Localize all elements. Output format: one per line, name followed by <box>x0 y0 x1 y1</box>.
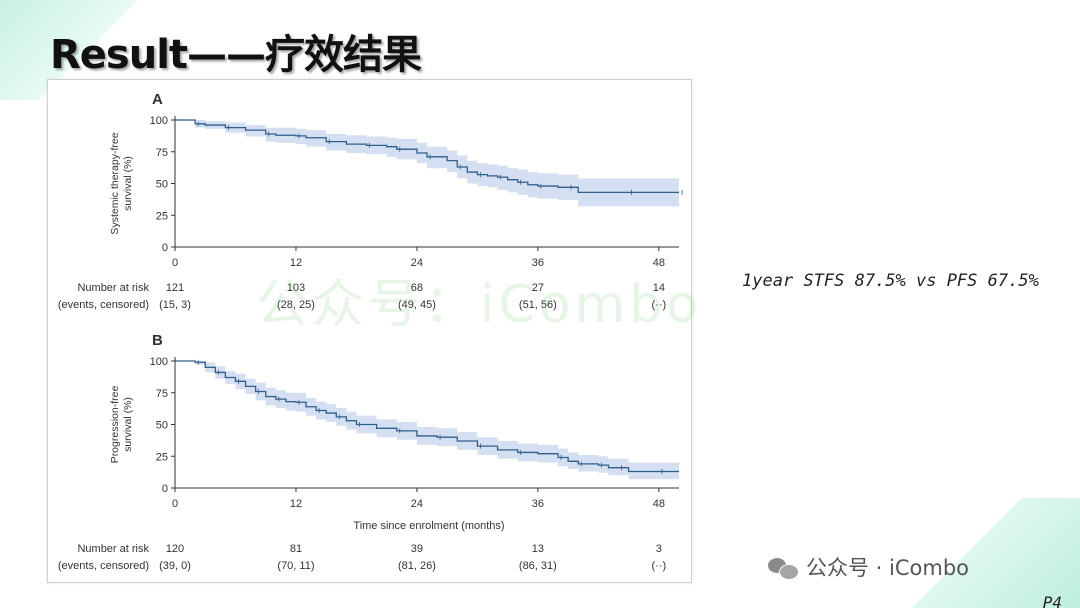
panel-a-at-risk-value: 27 <box>532 282 544 294</box>
panel-b-events-value: (39, 0) <box>159 560 191 572</box>
panel-a-ylabel-line-1: Systemic therapy-free <box>109 132 121 234</box>
panel-a-y-tick-label: 100 <box>150 115 168 127</box>
panel-b-x-axis-label: Time since enrolment (months) <box>353 520 504 532</box>
panel-a-at-risk-value: 68 <box>411 282 423 294</box>
panel-b-x-tick-label: 0 <box>172 498 178 510</box>
panel-b-x-tick-label: 12 <box>290 498 302 510</box>
page-number: P4 <box>1042 593 1062 612</box>
panel-a-ylabel-line-2: survival (%) <box>122 156 134 211</box>
brand-footer: 公众号 · iCombo <box>768 552 969 582</box>
km-figure: A Systemic therapy-free survival (%) 0 25 50 7… <box>47 79 692 583</box>
panel-b-risk-label: Number at risk <box>77 543 149 555</box>
panel-b-at-risk-value: 81 <box>290 543 302 555</box>
panel-b-events-value: (70, 11) <box>277 560 314 572</box>
wechat-icon <box>768 556 799 580</box>
panel-a-at-risk-value: 121 <box>166 282 184 294</box>
panel-b-risk-sublabel: (events, censored) <box>58 560 149 572</box>
panel-a-y-tick-label: 25 <box>156 210 168 222</box>
panel-a-survival-curve-0 <box>175 119 679 194</box>
panel-b-y-tick-label: 100 <box>150 356 168 368</box>
summary-annotation: 1year STFS 87.5% vs PFS 67.5% <box>742 271 1039 291</box>
panel-a-risk-sublabel: (events, censored) <box>58 299 149 311</box>
panel-a-events-value: (··) <box>652 299 667 311</box>
brand-label: 公众号 · iCombo <box>806 556 970 580</box>
panel-a-risk-label: Number at risk <box>77 282 149 294</box>
panel-a-at-risk-value: 103 <box>287 282 305 294</box>
corner-decoration-bottom-right <box>820 498 1080 608</box>
panel-b-y-tick-label: 75 <box>156 388 168 400</box>
panel-a-x-tick-label: 48 <box>653 257 665 269</box>
panel-a-events-value: (49, 45) <box>398 299 436 311</box>
panel-b-x-tick-label: 48 <box>653 498 665 510</box>
panel-a-events-value: (28, 25) <box>277 299 315 311</box>
panel-a-x-tick-label: 0 <box>172 257 178 269</box>
panel-b-survival-curve-0 <box>175 360 679 473</box>
panel-a-label: A <box>152 91 163 108</box>
panel-a-at-risk-value: 14 <box>653 282 665 294</box>
panel-a-x-tick-label: 24 <box>411 257 423 269</box>
panel-b-ylabel-line-2: survival (%) <box>122 397 134 452</box>
panel-a-events-value: (51, 56) <box>519 299 557 311</box>
panel-b-events-value: (81, 26) <box>398 560 436 572</box>
panel-a-y-tick-label: 50 <box>156 179 168 191</box>
panel-b-x-tick-label: 24 <box>411 498 423 510</box>
panel-a-ci-band-0 <box>175 120 679 207</box>
panel-b-y-tick-label: 0 <box>162 483 168 495</box>
panel-b-ylabel-line-1: Progression-free <box>109 386 121 464</box>
panel-a-y-tick-label: 75 <box>156 147 168 159</box>
panel-a-x-tick-label: 12 <box>290 257 302 269</box>
panel-b-y-tick-label: 25 <box>156 451 168 463</box>
panel-b-events-value: (··) <box>652 560 667 572</box>
panel-b-at-risk-value: 13 <box>532 543 544 555</box>
panel-b-events-value: (86, 31) <box>519 560 557 572</box>
panel-b-y-tick-label: 50 <box>156 420 168 432</box>
slide-title: Result——疗效结果 <box>50 32 422 78</box>
panel-b-ci-band-0 <box>175 361 679 480</box>
panel-b-label: B <box>152 332 163 349</box>
panel-b-at-risk-value: 39 <box>411 543 423 555</box>
panel-a-y-tick-label: 0 <box>162 242 168 254</box>
panel-b-at-risk-value: 3 <box>656 543 662 555</box>
panel-a-x-tick-label: 36 <box>532 257 544 269</box>
panel-a-events-value: (15, 3) <box>159 299 191 311</box>
panel-b-at-risk-value: 120 <box>166 543 184 555</box>
panel-b-x-tick-label: 36 <box>532 498 544 510</box>
